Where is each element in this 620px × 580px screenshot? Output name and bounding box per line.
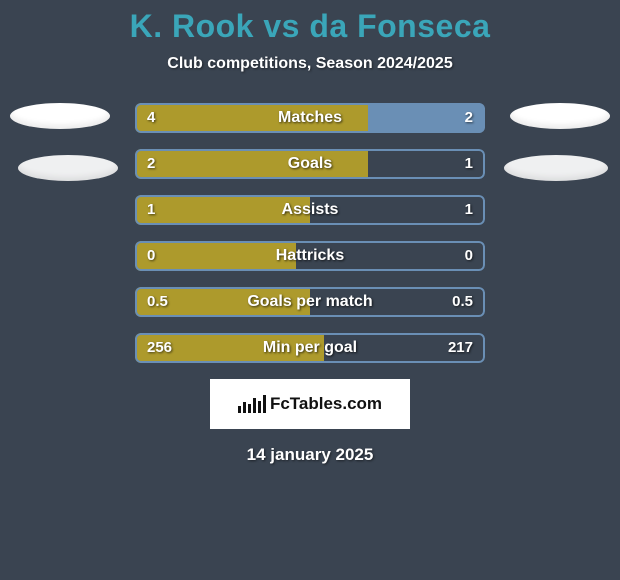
stat-label: Matches bbox=[135, 103, 485, 133]
stat-row: 0.50.5Goals per match bbox=[135, 287, 485, 317]
comparison-title: K. Rook vs da Fonseca bbox=[0, 0, 620, 45]
logo-bar bbox=[258, 401, 261, 413]
site-logo-inner: FcTables.com bbox=[238, 394, 382, 414]
team-badge-right-1 bbox=[510, 103, 610, 129]
date: 14 january 2025 bbox=[0, 445, 620, 465]
player1-name: K. Rook bbox=[130, 8, 254, 44]
stat-label: Assists bbox=[135, 195, 485, 225]
logo-bar bbox=[238, 406, 241, 413]
vs-text: vs bbox=[263, 8, 300, 44]
logo-bar bbox=[248, 404, 251, 413]
stat-rows: 42Matches 21Goals 11Assists 00Hattricks 0.50… bbox=[135, 103, 485, 363]
stat-row: 256217Min per goal bbox=[135, 333, 485, 363]
team-badge-right-2 bbox=[504, 155, 608, 181]
stat-label: Hattricks bbox=[135, 241, 485, 271]
logo-bars-icon bbox=[238, 395, 266, 413]
stat-row: 21Goals bbox=[135, 149, 485, 179]
team-badge-left-2 bbox=[18, 155, 118, 181]
comparison-content: 42Matches 21Goals 11Assists 00Hattricks 0.50… bbox=[0, 103, 620, 465]
site-name: FcTables.com bbox=[270, 394, 382, 414]
player2-name: da Fonseca bbox=[309, 8, 490, 44]
stat-row: 11Assists bbox=[135, 195, 485, 225]
stat-row: 42Matches bbox=[135, 103, 485, 133]
stat-row: 00Hattricks bbox=[135, 241, 485, 271]
stat-label: Goals bbox=[135, 149, 485, 179]
team-badge-left-1 bbox=[10, 103, 110, 129]
subtitle: Club competitions, Season 2024/2025 bbox=[0, 55, 620, 73]
site-logo: FcTables.com bbox=[210, 379, 410, 429]
logo-bar bbox=[253, 398, 256, 413]
logo-bar bbox=[243, 402, 246, 413]
stat-label: Min per goal bbox=[135, 333, 485, 363]
stat-label: Goals per match bbox=[135, 287, 485, 317]
logo-bar bbox=[263, 395, 266, 413]
